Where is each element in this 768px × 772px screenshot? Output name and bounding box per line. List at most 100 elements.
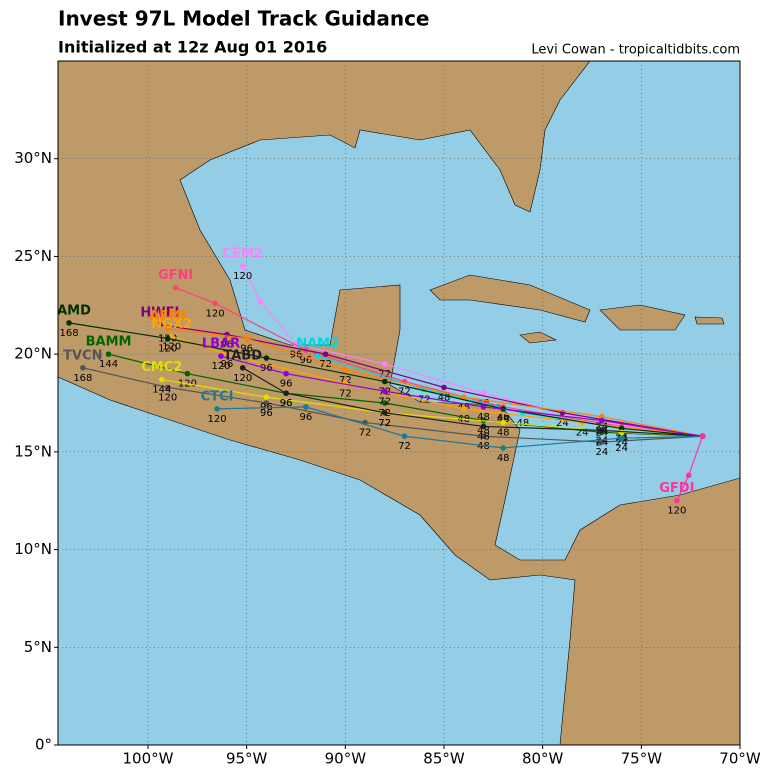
forecast-hour-label: 72 <box>378 369 391 380</box>
track-point <box>164 384 171 391</box>
forecast-hour-label: 120 <box>158 344 177 355</box>
y-tick-label: 25°N <box>14 247 52 265</box>
track-point <box>599 417 605 424</box>
forecast-hour-label: 24 <box>556 418 569 429</box>
forecast-hour-label: 48 <box>438 392 451 403</box>
forecast-hour-label: 72 <box>319 359 332 370</box>
track-point <box>480 423 487 430</box>
x-tick-label: 75°W <box>621 750 663 768</box>
track-point <box>381 361 388 367</box>
y-tick-label: 20°N <box>14 345 52 363</box>
track-line <box>217 406 703 449</box>
track-point <box>618 429 625 436</box>
track-point <box>480 390 487 397</box>
track-point <box>283 370 289 377</box>
forecast-hour-label: 24 <box>576 428 589 439</box>
track-line <box>161 378 703 437</box>
x-tick-label: 95°W <box>226 750 268 768</box>
track-point <box>158 376 165 383</box>
track-point <box>263 400 270 406</box>
track-point <box>164 325 171 332</box>
track-point <box>599 439 605 445</box>
x-tick-label: 80°W <box>522 750 564 768</box>
model-label: GFDI <box>659 481 694 496</box>
track-point <box>303 404 309 410</box>
track-point <box>460 406 467 412</box>
forecast-hour-label: 72 <box>359 428 372 439</box>
model-label: HWFI <box>140 305 179 320</box>
track-point <box>381 378 388 385</box>
track-point <box>257 298 264 305</box>
track-point <box>500 445 506 451</box>
track-point <box>460 394 467 400</box>
axes: 100°W 95°W 90°W 85°W 80°W 75°W 70°W 0° 5°N 10°N 15… <box>14 149 761 767</box>
track-point <box>441 384 447 391</box>
forecast-hour-label: 96 <box>260 408 273 419</box>
map-area: 24487296120CEM224487296120GFNI244872NAM2… <box>47 61 740 745</box>
x-tick-label: 100°W <box>123 750 174 768</box>
track-point <box>263 394 270 400</box>
track-point <box>480 433 487 440</box>
track-point <box>263 355 270 361</box>
forecast-hour-label: 48 <box>497 412 510 423</box>
forecast-hour-label: 120 <box>208 414 227 425</box>
forecast-hour-label: 48 <box>517 418 530 429</box>
continent-north <box>58 61 740 745</box>
model-label: CEM2 <box>223 247 263 262</box>
track-point <box>239 263 246 270</box>
track-point <box>212 300 218 307</box>
map-frame <box>57 60 741 746</box>
track-point <box>480 404 487 410</box>
forecast-hour-label: 48 <box>477 412 490 423</box>
forecast-hour-label: 168 <box>73 373 92 384</box>
forecast-hour-label: 72 <box>398 441 411 452</box>
title: Invest 97L Model Track Guidance <box>58 7 430 31</box>
x-tick-label: 90°W <box>325 750 367 768</box>
y-tick-label: 5°N <box>24 638 52 656</box>
x-tick-label: 70°W <box>719 750 761 768</box>
forecast-hour-label: 120 <box>206 308 225 319</box>
forecast-hour-label: 24 <box>595 435 608 446</box>
forecast-hour-label: 96 <box>280 398 293 409</box>
track-point <box>80 365 86 371</box>
forecast-hour-label: 48 <box>497 414 510 425</box>
track-point <box>218 353 224 359</box>
forecast-hour-label: 96 <box>290 349 303 360</box>
model-label: TVCN <box>63 348 102 363</box>
forecast-hour-label: 24 <box>595 447 608 458</box>
track-line <box>159 324 703 437</box>
forecast-hour-label: 168 <box>60 328 79 339</box>
model-label: AEMI <box>149 309 186 324</box>
track-point <box>164 335 171 342</box>
forecast-hour-label: 72 <box>378 418 391 429</box>
track-point <box>381 400 388 406</box>
track-point <box>239 365 246 371</box>
hispaniola <box>599 304 686 331</box>
y-tick-label: 15°N <box>14 442 52 460</box>
forecast-hour-label: 72 <box>339 388 352 399</box>
forecast-hour-label: 48 <box>497 453 510 464</box>
track-point <box>224 351 230 357</box>
model-label: BAMD <box>47 303 91 318</box>
model-label: TABD <box>223 348 262 363</box>
track-point <box>66 320 72 326</box>
model-label: CMC2 <box>141 360 182 375</box>
subtitle: Initialized at 12z Aug 01 2016 <box>58 38 327 57</box>
model-label: BAMM <box>86 335 132 350</box>
track-point <box>685 472 692 479</box>
forecast-hour-label: 96 <box>299 412 312 423</box>
track-point <box>381 388 388 395</box>
puerto-rico <box>694 316 725 325</box>
forecast-hour-label: 72 <box>378 396 391 407</box>
track-point <box>214 406 220 412</box>
track-line <box>220 355 703 437</box>
forecast-hour-label: 96 <box>221 359 234 370</box>
forecast-hour-label: 72 <box>339 375 352 386</box>
tracks: 24487296120CEM224487296120GFNI244872NAM2… <box>47 247 706 517</box>
y-tick-label: 10°N <box>14 540 52 558</box>
forecast-hour-label: 96 <box>299 355 312 366</box>
track-point <box>599 413 605 420</box>
track-point <box>243 335 250 342</box>
track-point <box>674 497 680 504</box>
